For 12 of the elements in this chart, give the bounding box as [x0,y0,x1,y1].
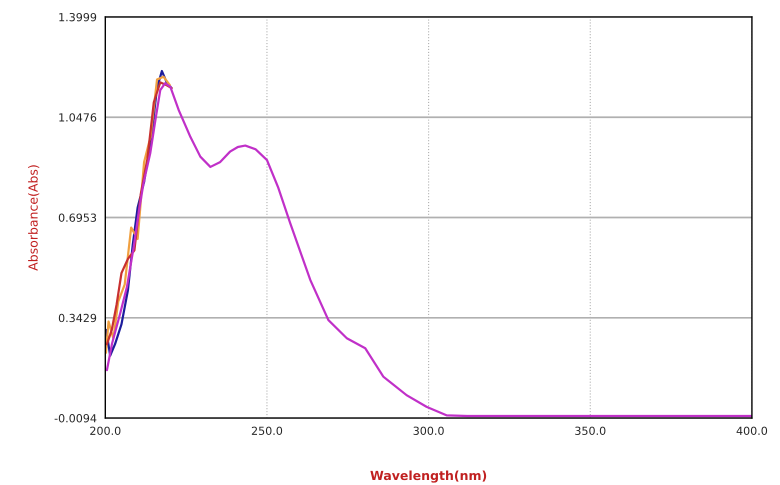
x-axis-title: Wavelength(nm) [370,470,486,483]
y-tick-label: 1.3999 [59,12,96,22]
y-tick-label: 0.6953 [58,213,96,222]
y-tick-label: 0.3429 [58,314,96,322]
y-tick-label: 1.0476 [59,113,96,122]
x-tick-label: 250.0 [252,426,282,436]
y-tick-label: -0.0094 [54,414,96,422]
y-axis-title: Absorbance(Abs) [28,165,40,271]
x-tick-label: 400.0 [736,426,768,436]
x-tick-label: 200.0 [90,426,120,436]
x-tick-label: 300.0 [414,426,444,436]
x-tick-label: 350.0 [575,426,606,436]
